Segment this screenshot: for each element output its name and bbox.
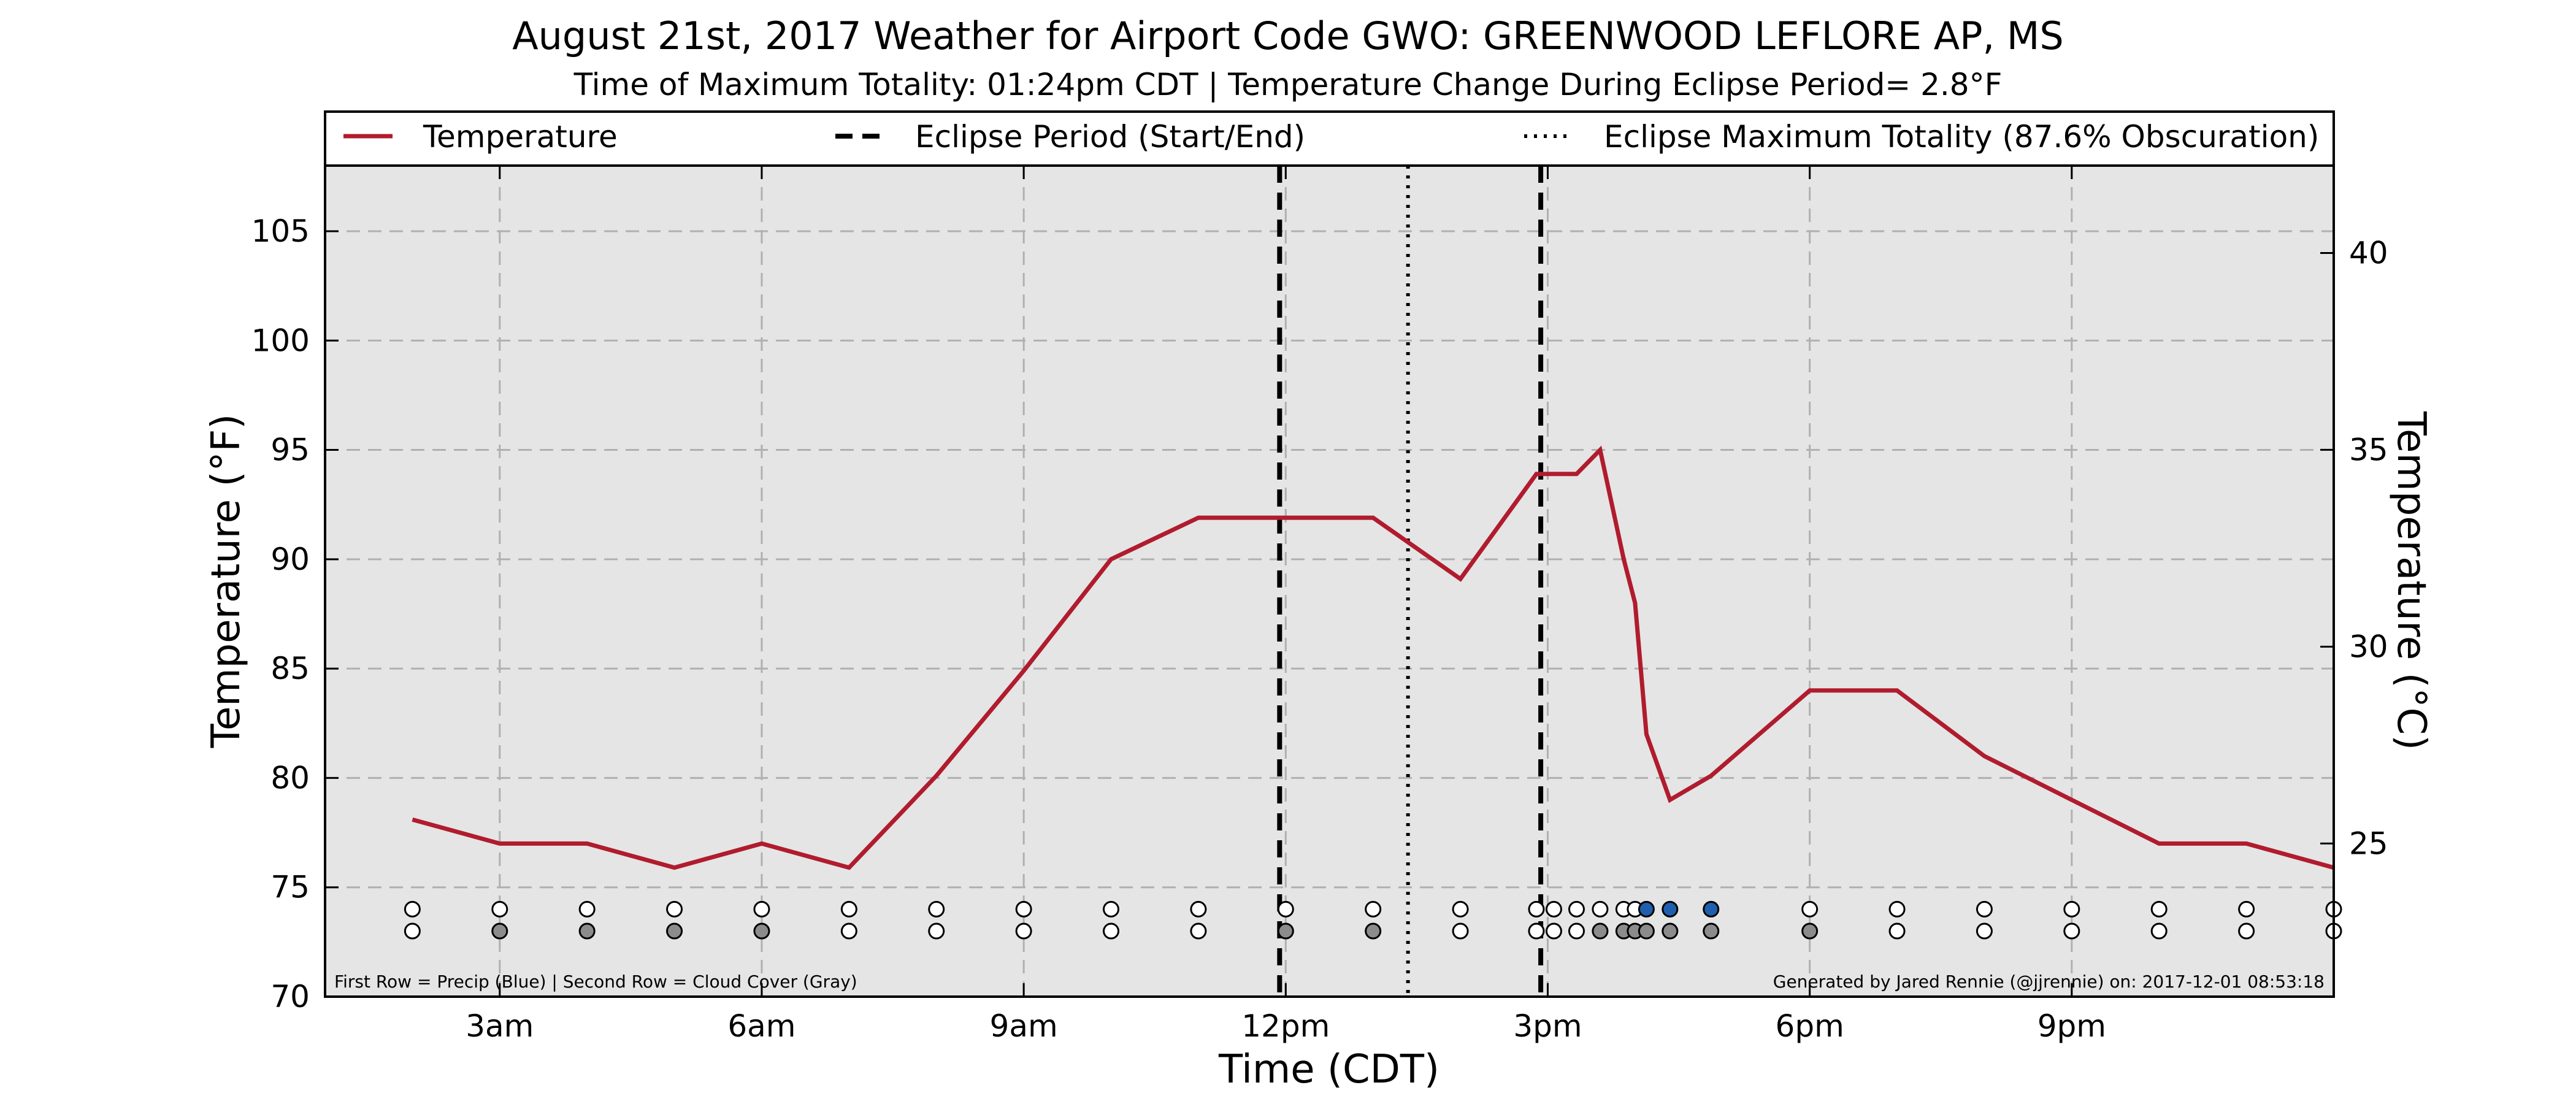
legend-note: First Row = Precip (Blue) | Second Row =… <box>334 972 857 992</box>
y-tick-label: 100 <box>251 323 310 358</box>
cloud-cover-marker <box>1592 922 1609 940</box>
cloud-cover-marker <box>1452 922 1469 940</box>
precip-marker <box>1703 900 1720 918</box>
precip-marker <box>1801 900 1819 918</box>
cloud-cover-marker <box>1662 922 1679 940</box>
chart-subtitle: Time of Maximum Totality: 01:24pm CDT | … <box>573 67 2003 102</box>
eclipse-lines <box>1277 166 1544 997</box>
cloud-cover-marker <box>404 922 421 940</box>
precip-marker <box>491 900 508 918</box>
x-axis: 3am 6am 9am 12pm 3pm 6pm 9pm <box>466 166 2106 1044</box>
y-tick-label: 90 <box>270 542 310 577</box>
precip-marker <box>666 900 683 918</box>
y-tick-label: 95 <box>270 432 310 468</box>
cloud-cover-marker <box>578 922 596 940</box>
x-tick-label: 12pm <box>1241 1008 1330 1044</box>
cloud-cover-marker <box>1015 922 1032 940</box>
cloud-cover-marker <box>1545 922 1562 940</box>
y-axis-right: 25 30 35 40 <box>2320 235 2388 861</box>
y-tick-label: 80 <box>270 760 310 795</box>
cloud-cover-marker <box>1103 922 1120 940</box>
cloud-cover-marker <box>1190 922 1207 940</box>
precip-marker <box>1190 900 1207 918</box>
y-tick-label: 105 <box>251 213 310 249</box>
temperature-line <box>412 445 2334 870</box>
precip-marker <box>2150 900 2168 918</box>
precip-marker <box>1015 900 1032 918</box>
precip-marker <box>1568 900 1585 918</box>
y-axis-label: Temperature (°F) <box>204 414 249 749</box>
cloud-cover-marker <box>928 922 945 940</box>
precip-marker <box>840 900 857 918</box>
y-axis-left: 70 75 80 85 90 95 100 105 <box>251 213 339 1014</box>
precip-marker <box>928 900 945 918</box>
cloud-cover-marker <box>2150 922 2168 940</box>
precip-marker <box>1888 900 1906 918</box>
precip-marker <box>1277 900 1294 918</box>
x-tick-label: 6am <box>727 1008 795 1044</box>
precip-marker <box>1638 900 1655 918</box>
precip-marker <box>1976 900 1993 918</box>
cloud-cover-marker <box>1801 922 1819 940</box>
plot-area <box>325 166 2334 997</box>
precip-marker <box>578 900 596 918</box>
precip-marker <box>2063 900 2080 918</box>
cloud-cover-marker <box>1888 922 1906 940</box>
y2-tick-label: 35 <box>2349 432 2388 467</box>
y2-axis-label: Temperature (°C) <box>2388 411 2434 750</box>
credit-note: Generated by Jared Rennie (@jjrennie) on… <box>1773 972 2325 992</box>
y-tick-label: 75 <box>270 870 310 905</box>
precip-marker <box>1662 900 1679 918</box>
cloud-cover-marker <box>2238 922 2255 940</box>
precip-marker <box>1545 900 1562 918</box>
legend-label-temperature: Temperature <box>423 119 618 155</box>
precip-marker <box>1365 900 1382 918</box>
cloud-cover-marker <box>2063 922 2080 940</box>
y2-tick-label: 30 <box>2349 629 2388 664</box>
precip-marker <box>1103 900 1120 918</box>
precip-marker <box>2238 900 2255 918</box>
y-tick-label: 70 <box>270 979 310 1014</box>
y2-tick-label: 40 <box>2349 235 2388 270</box>
precip-marker <box>753 900 770 918</box>
x-tick-label: 3am <box>466 1008 534 1044</box>
legend-label-eclipse-max: Eclipse Maximum Totality (87.6% Obscurat… <box>1604 119 2319 155</box>
cloud-cover-marker <box>1568 922 1585 940</box>
legend-label-eclipse-period: Eclipse Period (Start/End) <box>915 119 1305 155</box>
precip-marker <box>1592 900 1609 918</box>
y2-tick-label: 25 <box>2349 826 2388 861</box>
precip-marker <box>1452 900 1469 918</box>
cloud-cover-marker <box>753 922 770 940</box>
precip-marker <box>404 900 421 918</box>
y-tick-label: 85 <box>270 651 310 686</box>
legend-box <box>324 110 2335 167</box>
cloud-cover-marker <box>1277 922 1294 940</box>
cloud-cover-marker <box>840 922 857 940</box>
x-tick-label: 6pm <box>1776 1008 1844 1044</box>
precip-marker <box>1528 900 1545 918</box>
legend: Temperature Eclipse Period (Start/End) E… <box>324 110 2335 167</box>
cloud-cover-marker <box>1703 922 1720 940</box>
cloud-cover-marker <box>1638 922 1655 940</box>
x-tick-label: 3pm <box>1513 1008 1582 1044</box>
x-axis-label: Time (CDT) <box>1218 1047 1439 1092</box>
grid <box>325 166 2334 997</box>
temperature-series <box>412 445 2334 870</box>
cloud-cover-marker <box>491 922 508 940</box>
cloud-cover-marker <box>1528 922 1545 940</box>
cloud-cover-marker <box>666 922 683 940</box>
observation-rows <box>404 900 2342 940</box>
chart-title: August 21st, 2017 Weather for Airport Co… <box>512 13 2064 58</box>
x-tick-label: 9am <box>990 1008 1058 1044</box>
x-tick-label: 9pm <box>2037 1008 2106 1044</box>
cloud-cover-marker <box>1976 922 1993 940</box>
cloud-cover-marker <box>1365 922 1382 940</box>
